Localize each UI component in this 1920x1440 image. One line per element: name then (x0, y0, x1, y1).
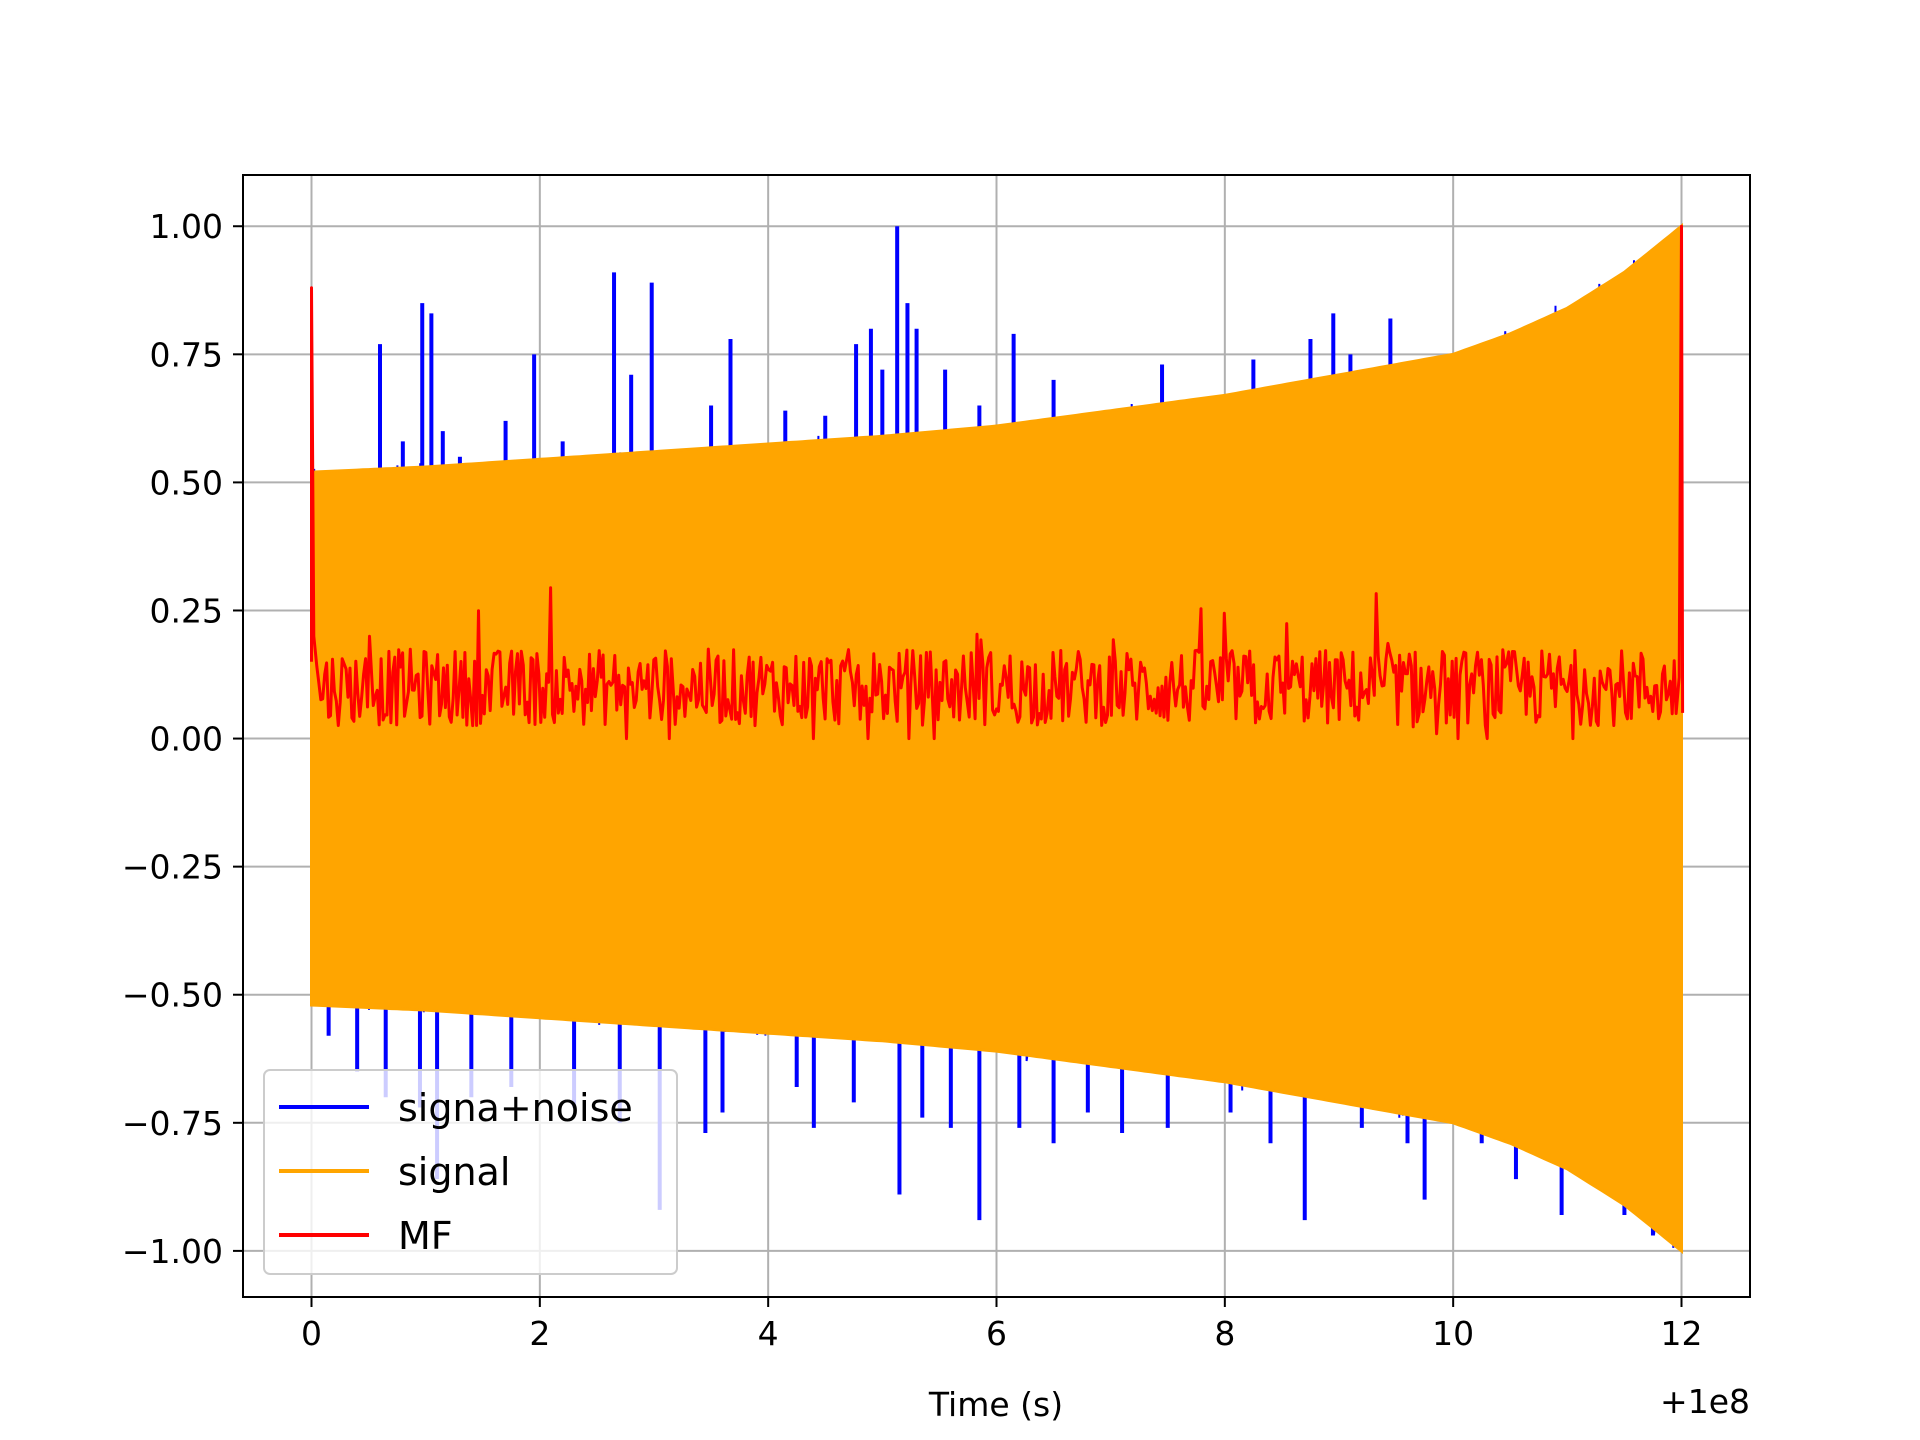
legend-label-signa-noise: signa+noise (398, 1086, 633, 1130)
legend-label-signal: signal (398, 1150, 510, 1194)
y-tick-label: 0.00 (150, 720, 223, 759)
mf-line (310, 224, 1685, 741)
x-tick-label: 4 (758, 1314, 779, 1353)
y-tick-label: 1.00 (150, 207, 223, 246)
legend: signa+noise signal MF (263, 1069, 678, 1275)
y-axis: 1.00 0.75 0.50 0.25 0.00 −0.25 −0.50 −0.75 −1.00 (122, 207, 243, 1271)
x-tick-label: 8 (1214, 1314, 1235, 1353)
x-axis-label: Time (s) (928, 1385, 1063, 1424)
series-mf (310, 224, 1685, 741)
y-tick-label: 0.75 (150, 335, 223, 374)
legend-box (263, 1069, 678, 1275)
y-tick-label: −0.25 (122, 848, 223, 887)
y-tick-label: −0.75 (122, 1104, 223, 1143)
y-tick-label: 0.50 (150, 463, 223, 502)
x-tick-label: 12 (1661, 1314, 1703, 1353)
y-tick-label: −0.50 (122, 976, 223, 1015)
x-axis: 0 2 4 6 8 10 12 (301, 1297, 1703, 1353)
x-tick-label: 0 (301, 1314, 322, 1353)
x-tick-label: 2 (529, 1314, 550, 1353)
plot-series (310, 223, 1685, 1255)
series-signal (310, 223, 1683, 1255)
signal-envelope (310, 223, 1683, 1255)
x-offset-label: +1e8 (1660, 1382, 1750, 1421)
legend-label-mf: MF (398, 1214, 453, 1258)
y-tick-label: 0.25 (150, 591, 223, 630)
y-tick-label: −1.00 (122, 1232, 223, 1271)
x-tick-label: 10 (1432, 1314, 1474, 1353)
x-tick-label: 6 (986, 1314, 1007, 1353)
